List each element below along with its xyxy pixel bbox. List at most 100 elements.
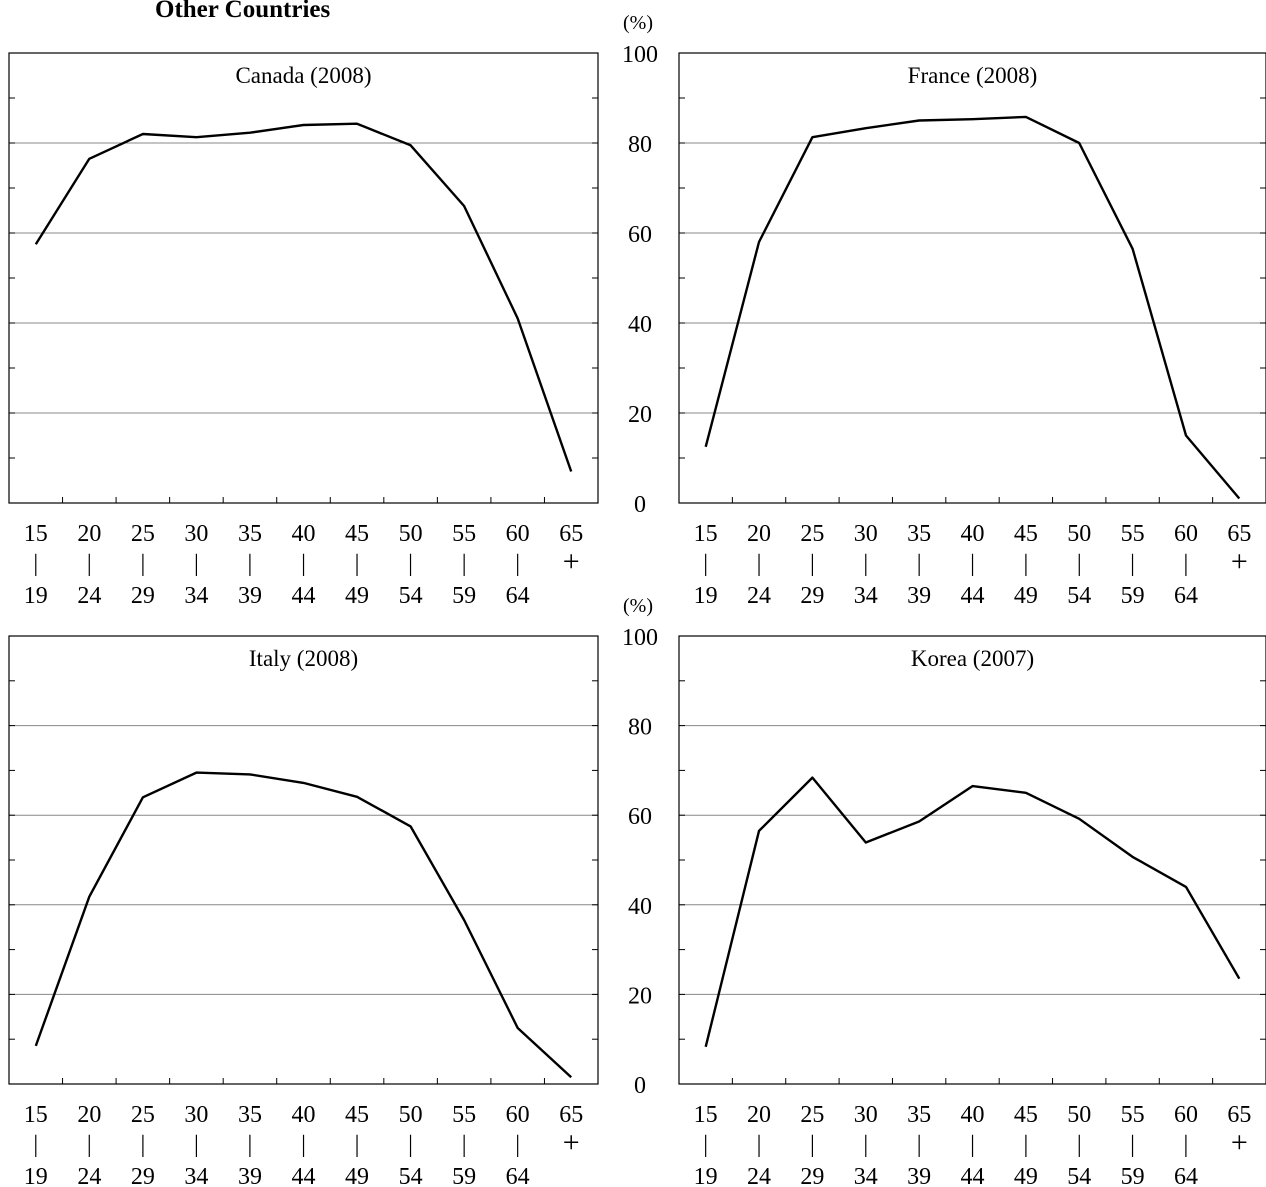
x-label-top-65: 65: [1227, 1102, 1251, 1128]
x-label-bottom-39: 39: [238, 1164, 262, 1187]
plot-frame: [8, 635, 599, 1085]
series-line: [704, 115, 1241, 500]
x-label-sep-60: |: [515, 551, 520, 577]
chart-canada-2008: Canada (2008) 15 | 19 20 | 24 25 | 29 30 | 34 35 | 39 40…: [8, 52, 599, 609]
x-label-sep-50: |: [1077, 551, 1082, 577]
chart-italy-2008: Italy (2008) 15 | 19 20 | 24 25 | 29 30 | 34 35 | 39 40 |…: [8, 635, 599, 1187]
x-label-bottom-54: 54: [1067, 583, 1091, 609]
x-label-top-50: 50: [399, 521, 423, 547]
x-label-bottom-29: 29: [800, 1164, 824, 1187]
x-label-sep-60: |: [515, 1132, 520, 1158]
x-label-top-55: 55: [1121, 521, 1145, 547]
x-label-sep-35: |: [917, 1132, 922, 1158]
x-label-sep-20: |: [87, 551, 92, 577]
x-label-sep-55: |: [462, 551, 467, 577]
x-label-sep-45: |: [355, 1132, 360, 1158]
x-label-sep-30: |: [863, 1132, 868, 1158]
x-label-bottom-44: 44: [292, 583, 316, 609]
y-unit-label: (%): [623, 12, 653, 34]
x-label-sep-45: |: [1023, 551, 1028, 577]
x-label-top-20: 20: [77, 1102, 101, 1128]
x-label-bottom-29: 29: [800, 583, 824, 609]
x-label-sep-15: |: [33, 551, 38, 577]
x-label-top-55: 55: [1121, 1102, 1145, 1128]
x-label-sep-30: |: [194, 551, 199, 577]
x-label-bottom-34: 34: [854, 583, 878, 609]
x-label-bottom-39: 39: [907, 1164, 931, 1187]
x-label-sep-15: |: [703, 551, 708, 577]
x-label-sep-25: |: [810, 551, 815, 577]
x-label-sep-15: |: [703, 1132, 708, 1158]
x-label-bottom-34: 34: [184, 1164, 208, 1187]
chart-title: Canada (2008): [235, 63, 371, 88]
x-label-sep-55: |: [1130, 1132, 1135, 1158]
y-tick-label-100: 100: [622, 42, 658, 68]
x-label-sep-20: |: [757, 551, 762, 577]
y-tick-label-0: 0: [634, 1073, 646, 1099]
x-label-bottom-19: 19: [24, 583, 48, 609]
x-label-sep-45: |: [1023, 1132, 1028, 1158]
plot-frame: [678, 52, 1266, 504]
chart-title: France (2008): [908, 63, 1038, 88]
x-label-bottom-34: 34: [184, 583, 208, 609]
x-label-top-40: 40: [961, 521, 985, 547]
x-label-sep-65: +: [563, 1126, 580, 1159]
x-label-bottom-49: 49: [345, 1164, 369, 1187]
x-label-bottom-64: 64: [1174, 583, 1198, 609]
x-label-top-45: 45: [345, 1102, 369, 1128]
x-label-sep-50: |: [408, 1132, 413, 1158]
figure-title: Other Countries: [155, 0, 331, 23]
x-label-top-55: 55: [452, 521, 476, 547]
x-label-sep-40: |: [301, 1132, 306, 1158]
y-tick-label-0: 0: [634, 492, 646, 518]
x-label-bottom-44: 44: [961, 583, 985, 609]
x-label-bottom-24: 24: [747, 583, 771, 609]
x-label-sep-30: |: [194, 1132, 199, 1158]
y-tick-label-20: 20: [628, 983, 652, 1009]
x-label-sep-35: |: [917, 551, 922, 577]
y-tick-label-80: 80: [628, 715, 652, 741]
x-label-sep-30: |: [863, 551, 868, 577]
x-label-top-25: 25: [131, 1102, 155, 1128]
x-label-top-35: 35: [907, 521, 931, 547]
x-label-top-30: 30: [184, 1102, 208, 1128]
series-line: [34, 771, 573, 1079]
x-label-bottom-64: 64: [506, 583, 530, 609]
x-label-sep-20: |: [757, 1132, 762, 1158]
x-label-bottom-24: 24: [77, 583, 101, 609]
series-line: [34, 122, 573, 472]
x-label-top-20: 20: [747, 1102, 771, 1128]
x-label-sep-55: |: [462, 1132, 467, 1158]
x-label-top-35: 35: [907, 1102, 931, 1128]
x-label-sep-60: |: [1184, 551, 1189, 577]
x-label-top-40: 40: [292, 1102, 316, 1128]
x-label-bottom-54: 54: [399, 583, 423, 609]
x-label-bottom-39: 39: [907, 583, 931, 609]
x-label-bottom-34: 34: [854, 1164, 878, 1187]
x-label-top-30: 30: [854, 1102, 878, 1128]
x-label-top-55: 55: [452, 1102, 476, 1128]
x-label-bottom-64: 64: [1174, 1164, 1198, 1187]
x-label-bottom-49: 49: [1014, 583, 1038, 609]
y-tick-label-20: 20: [628, 402, 652, 428]
x-label-bottom-59: 59: [452, 1164, 476, 1187]
x-label-top-50: 50: [399, 1102, 423, 1128]
x-label-top-65: 65: [559, 521, 583, 547]
x-label-sep-40: |: [970, 1132, 975, 1158]
x-label-bottom-59: 59: [1121, 1164, 1145, 1187]
x-label-top-40: 40: [292, 521, 316, 547]
x-label-sep-20: |: [87, 1132, 92, 1158]
x-label-top-15: 15: [694, 1102, 718, 1128]
x-label-bottom-64: 64: [506, 1164, 530, 1187]
x-label-top-20: 20: [747, 521, 771, 547]
chart-france-2008: France (2008) 15 | 19 20 | 24 25 | 29 30 | 34 35 | 39 40…: [622, 12, 1266, 609]
x-label-top-15: 15: [24, 1102, 48, 1128]
x-label-bottom-29: 29: [131, 1164, 155, 1187]
x-label-top-50: 50: [1067, 521, 1091, 547]
x-label-top-15: 15: [24, 521, 48, 547]
series-line: [704, 776, 1241, 1048]
x-label-sep-25: |: [140, 551, 145, 577]
x-label-top-35: 35: [238, 1102, 262, 1128]
x-label-bottom-29: 29: [131, 583, 155, 609]
